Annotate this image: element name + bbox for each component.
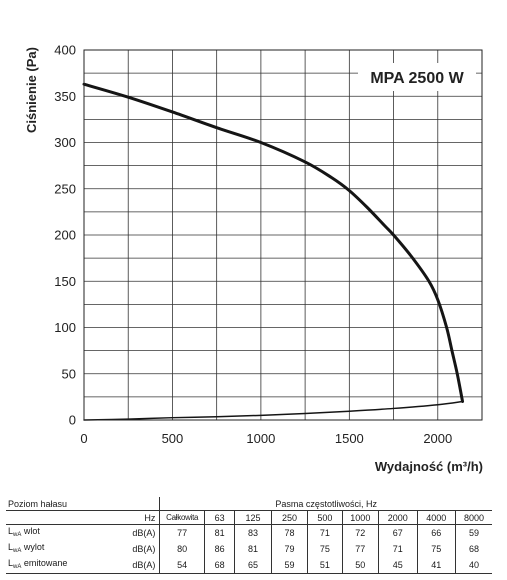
y-axis-title: Ciśnienie (Pa) bbox=[24, 47, 39, 133]
x-tick-label: 1000 bbox=[246, 431, 275, 446]
row-label-rest: wylot bbox=[21, 542, 45, 552]
y-tick-label: 0 bbox=[69, 413, 76, 428]
chart-curves bbox=[82, 82, 465, 421]
x-tick-label: 500 bbox=[162, 431, 184, 446]
table-cell: 41 bbox=[416, 557, 456, 574]
table-cell: 71 bbox=[378, 541, 417, 557]
chart-title: MPA 2500 W bbox=[370, 70, 464, 87]
table-row: LwA wylot dB(A) 80 86 81 79 75 77 71 75 68 bbox=[6, 541, 492, 557]
y-tick-label: 150 bbox=[54, 274, 76, 289]
row-label: LwA wlot bbox=[6, 525, 107, 542]
row-unit: dB(A) bbox=[107, 557, 160, 574]
plot-frame bbox=[83, 49, 483, 421]
row-unit: dB(A) bbox=[132, 544, 156, 554]
x-tick-label: 0 bbox=[80, 431, 87, 446]
table-cell: 75 bbox=[416, 541, 456, 557]
row-label-rest: emitowane bbox=[21, 558, 68, 568]
table-cell: 81 bbox=[203, 524, 235, 541]
table-cell: 80 bbox=[159, 541, 205, 557]
table-cell: 81 bbox=[234, 541, 272, 557]
x-tick-label: 2000 bbox=[423, 431, 452, 446]
table-cell: 59 bbox=[270, 557, 308, 574]
row-label-subscript: wA bbox=[13, 564, 22, 570]
row-label: LwA wylot bbox=[6, 541, 107, 557]
band-header-cell: 125 bbox=[234, 510, 272, 525]
fan-curve-chart: 0 50 100 150 200 250 300 350 400 0 500 1000 1500 2000… bbox=[24, 43, 483, 475]
noise-level-header: Poziom hałasu bbox=[6, 497, 160, 511]
table-cell: 83 bbox=[234, 524, 272, 541]
table-cell: 40 bbox=[454, 557, 492, 574]
empty-cell bbox=[6, 510, 108, 525]
band-header-cell: 1000 bbox=[341, 510, 379, 525]
table-cell: 66 bbox=[416, 524, 456, 541]
chart-grid bbox=[84, 49, 482, 421]
band-header-row: Hz Całkowita 63 125 250 500 1000 2000 4000 8000 bbox=[6, 510, 492, 525]
band-header-cell: 8000 bbox=[454, 510, 492, 525]
band-header-cell: 63 bbox=[203, 510, 235, 525]
table-cell: 75 bbox=[307, 541, 343, 557]
row-label-subscript: wA bbox=[13, 532, 22, 538]
band-header-cell: Całkowita bbox=[159, 510, 205, 525]
row-label-main: L bbox=[8, 558, 14, 568]
table-cell: 68 bbox=[454, 541, 492, 557]
table-cell: 79 bbox=[270, 541, 308, 557]
table-cell: 67 bbox=[378, 524, 417, 541]
noise-level-table: Poziom hałasu Pasma częstotliwości, Hz H… bbox=[6, 497, 492, 574]
table-row: LwA emitowane dB(A) 54 68 65 59 51 50 45 41 40 bbox=[6, 557, 492, 574]
band-header-cell: 2000 bbox=[378, 510, 417, 525]
row-unit: dB(A) bbox=[132, 528, 156, 538]
table-cell: 78 bbox=[270, 524, 308, 541]
row-label: LwA emitowane bbox=[6, 557, 108, 574]
table-cell: 77 bbox=[341, 541, 379, 557]
y-tick-label: 350 bbox=[54, 89, 76, 104]
system-curve bbox=[83, 400, 464, 421]
band-header-cell: 4000 bbox=[416, 510, 456, 525]
row-label-subscript: wA bbox=[13, 548, 22, 554]
table-cell: 51 bbox=[307, 557, 343, 574]
y-tick-label: 200 bbox=[54, 228, 76, 243]
band-header-cell: 250 bbox=[270, 510, 308, 525]
table-cell: 77 bbox=[159, 524, 205, 541]
chart-title-box bbox=[358, 63, 476, 91]
y-tick-label: 250 bbox=[54, 181, 76, 196]
table-cell: 45 bbox=[378, 557, 417, 574]
table-cell: 54 bbox=[159, 557, 205, 574]
band-header-cell: 500 bbox=[307, 510, 343, 525]
y-tick-label: 400 bbox=[54, 43, 76, 58]
x-tick-label: 1500 bbox=[335, 431, 364, 446]
table-header-row: Poziom hałasu Pasma częstotliwości, Hz bbox=[6, 497, 492, 511]
frequency-band-header: Pasma częstotliwości, Hz bbox=[159, 497, 492, 511]
table-cell: 59 bbox=[454, 524, 492, 541]
unit-header: Hz bbox=[107, 510, 160, 525]
row-label-main: L bbox=[8, 526, 14, 536]
table-cell: 65 bbox=[234, 557, 272, 574]
row-label-main: L bbox=[8, 542, 14, 552]
table-cell: 72 bbox=[341, 524, 379, 541]
table-cell: 86 bbox=[203, 541, 235, 557]
row-label-rest: wlot bbox=[21, 526, 40, 536]
y-tick-label: 100 bbox=[54, 320, 76, 335]
y-tick-label: 300 bbox=[54, 135, 76, 150]
chart-tick-labels: 0 50 100 150 200 250 300 350 400 0 500 1000 1500 2000 bbox=[54, 43, 452, 447]
table-cell: 71 bbox=[307, 524, 343, 541]
table-cell: 50 bbox=[341, 557, 379, 574]
x-axis-title: Wydajność (m³/h) bbox=[375, 459, 483, 474]
fan-pressure-curve bbox=[82, 82, 465, 403]
table-row: LwA wlot dB(A) 77 81 83 78 71 72 67 66 59 bbox=[6, 524, 492, 542]
table-cell: 68 bbox=[203, 557, 235, 574]
y-tick-label: 50 bbox=[62, 366, 76, 381]
